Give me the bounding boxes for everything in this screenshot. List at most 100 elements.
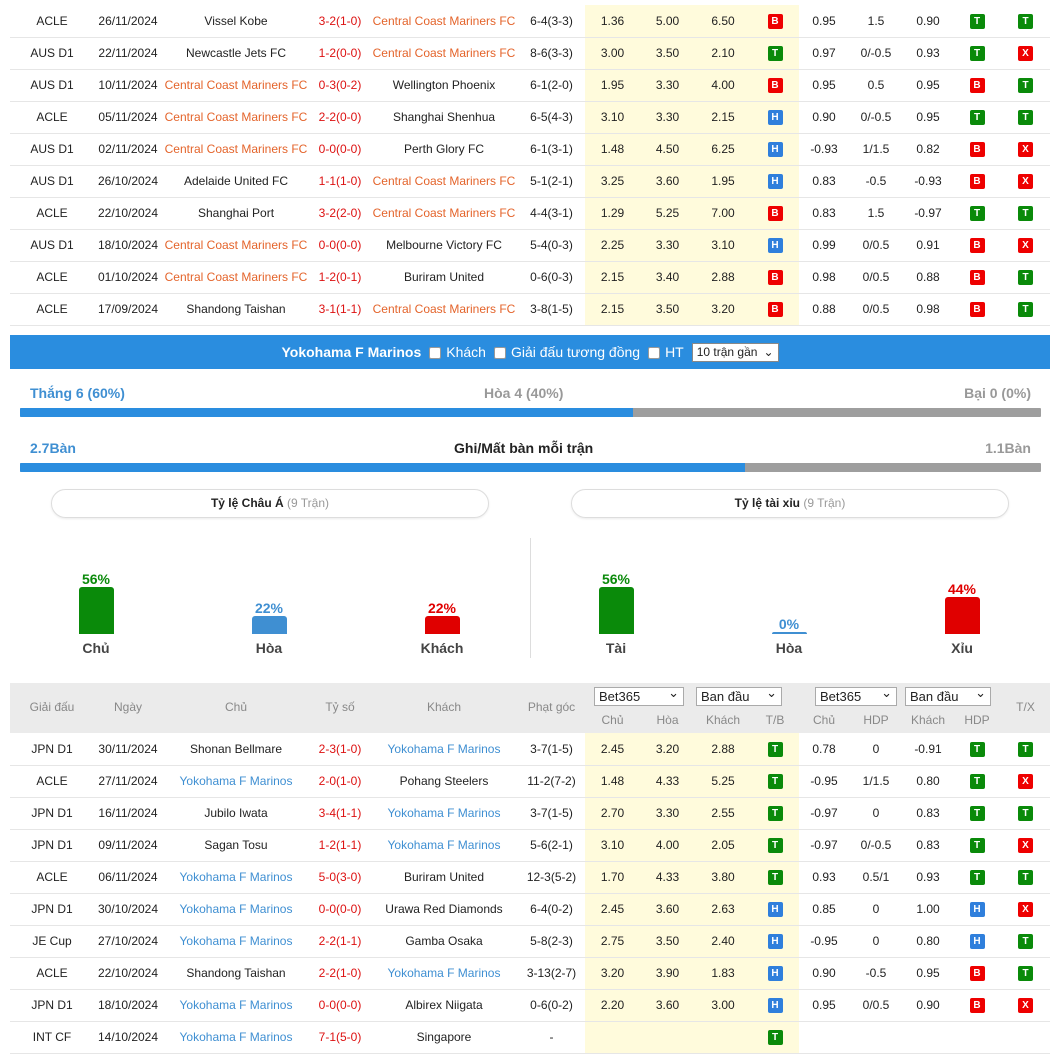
away-team-cell[interactable]: Melbourne Victory FC [370,229,518,262]
table-row[interactable]: ACLE 26/11/2024 Vissel Kobe 3-2(1-0) Central… [10,5,1050,38]
home-team-cell[interactable]: Jubilo Iwata [162,797,310,830]
home-team-cell[interactable]: Newcastle Jets FC [162,37,310,70]
score-cell: 2-2(0-0) [310,101,370,134]
result-badge: T [969,13,985,29]
date-cell: 22/11/2024 [94,37,162,70]
home-team-cell[interactable]: Yokohama F Marinos [162,989,310,1022]
table-row[interactable]: AUS D1 26/10/2024 Adelaide United FC 1-1(1-… [10,165,1050,198]
table-row[interactable]: JPN D1 16/11/2024 Jubilo Iwata 3-4(1-1) Yoko… [10,797,1050,830]
tb-result-cell: T [751,829,799,862]
away-team-cell[interactable]: Yokohama F Marinos [370,733,518,766]
odds-company-select[interactable]: Bet365 [594,684,684,706]
league-cell: JPN D1 [10,797,94,830]
home-team-cell[interactable]: Shonan Bellmare [162,733,310,766]
home-team-cell[interactable]: Yokohama F Marinos [162,861,310,894]
score-cell: 2-3(1-0) [310,733,370,766]
home-team-cell[interactable]: Adelaide United FC [162,165,310,198]
odds-type-select[interactable]: Ban đầu [696,684,782,706]
result-badge: T [1018,110,1033,125]
asian-stat-2: 22% Khách [397,600,487,656]
away-team-cell[interactable]: Central Coast Mariners FC [370,37,518,70]
asian-handicap-tab[interactable]: Tỷ lệ Châu Á (9 Trận) [51,489,489,518]
home-team-cell[interactable]: Sagan Tosu [162,829,310,862]
away-team-cell[interactable]: Urawa Red Diamonds [370,893,518,926]
handicap-type-select[interactable]: Ban đầu [905,684,991,706]
home-team-cell[interactable]: Yokohama F Marinos [162,1021,310,1054]
hdp-result-cell: B [953,133,1001,166]
home-team-cell[interactable]: Shanghai Port [162,197,310,230]
table-row[interactable]: INT CF 14/10/2024 Yokohama F Marinos 7-1(5-… [10,1021,1050,1054]
table-row[interactable]: ACLE 06/11/2024 Yokohama F Marinos 5-0(3-0)… [10,861,1050,894]
away-team-cell[interactable]: Yokohama F Marinos [370,957,518,990]
home-team-cell[interactable]: Central Coast Mariners FC [162,133,310,166]
home-team-cell[interactable]: Yokohama F Marinos [162,893,310,926]
result-badge: T [767,806,783,821]
away-team-cell[interactable]: Central Coast Mariners FC [370,165,518,198]
away-filter-checkbox[interactable]: Khách [429,344,486,360]
table-row[interactable]: JPN D1 30/11/2024 Shonan Bellmare 2-3(1-0) Y… [10,733,1050,766]
result-badge: T [1018,806,1033,821]
home-team-cell[interactable]: Yokohama F Marinos [162,925,310,958]
match-count-select[interactable]: 10 trận gần ⌄ [691,342,779,362]
table-row[interactable]: AUS D1 22/11/2024 Newcastle Jets FC 1-2(0-0… [10,37,1050,70]
table-row[interactable]: AUS D1 02/11/2024 Central Coast Mariners F… [10,133,1050,166]
same-league-checkbox[interactable]: Giải đấu tương đồng [493,344,640,360]
league-cell: INT CF [10,1021,94,1054]
table-row[interactable]: AUS D1 18/10/2024 Central Coast Mariners F… [10,229,1050,262]
away-team-cell[interactable]: Wellington Phoenix [370,69,518,102]
table-row[interactable]: ACLE 22/10/2024 Shandong Taishan 2-2(1-0) Yo… [10,957,1050,990]
away-team-cell[interactable]: Albirex Niigata [370,989,518,1022]
score-cell: 7-1(5-0) [310,1021,370,1054]
away-team-cell[interactable]: Yokohama F Marinos [370,829,518,862]
away-team-cell[interactable]: Central Coast Mariners FC [370,197,518,230]
odds-home-cell: 1.70 [585,861,640,894]
table-row[interactable]: ACLE 01/10/2024 Central Coast Mariners FC 1… [10,261,1050,294]
ah-away-cell: 0.83 [903,829,953,862]
away-team-cell[interactable]: Yokohama F Marinos [370,797,518,830]
ht-checkbox[interactable]: HT [648,344,684,360]
result-badge: X [1018,998,1033,1013]
table-row[interactable]: ACLE 27/11/2024 Yokohama F Marinos 2-0(1-0)… [10,765,1050,798]
date-cell: 18/10/2024 [94,229,162,262]
home-team-cell[interactable]: Vissel Kobe [162,5,310,38]
ah-home-cell: 0.99 [799,229,849,262]
table-row[interactable]: JPN D1 18/10/2024 Yokohama F Marinos 0-0(0-… [10,989,1050,1022]
handicap-company-select[interactable]: Bet365 [815,684,897,706]
away-team-cell[interactable]: Singapore [370,1021,518,1054]
home-team-cell[interactable]: Central Coast Mariners FC [162,69,310,102]
tb-result-cell: H [751,229,799,262]
league-cell: JPN D1 [10,989,94,1022]
away-team-cell[interactable]: Central Coast Mariners FC [370,5,518,38]
hdp-result-cell: B [953,229,1001,262]
table-row[interactable]: AUS D1 10/11/2024 Central Coast Mariners F… [10,69,1050,102]
date-cell: 30/11/2024 [94,733,162,766]
home-team-cell[interactable]: Shandong Taishan [162,293,310,326]
home-team-cell[interactable]: Shandong Taishan [162,957,310,990]
home-team-cell[interactable]: Central Coast Mariners FC [162,101,310,134]
col-odds-away: Khách [705,713,741,727]
ou-result-cell: X [1001,765,1050,798]
home-team-cell[interactable]: Central Coast Mariners FC [162,229,310,262]
table-row[interactable]: ACLE 17/09/2024 Shandong Taishan 3-1(1-1) Ce… [10,293,1050,326]
table-row[interactable]: ACLE 05/11/2024 Central Coast Mariners FC 2… [10,101,1050,134]
away-team-cell[interactable]: Buriram United [370,261,518,294]
ou-result-cell: T [1001,101,1050,134]
away-team-cell[interactable]: Perth Glory FC [370,133,518,166]
table-row[interactable]: JPN D1 09/11/2024 Sagan Tosu 1-2(1-1) Yokoha… [10,829,1050,862]
hdp-result-cell: B [953,293,1001,326]
away-team-cell[interactable]: Central Coast Mariners FC [370,293,518,326]
result-badge: T [1018,13,1033,29]
home-team-cell[interactable]: Yokohama F Marinos [162,765,310,798]
away-team-cell[interactable]: Gamba Osaka [370,925,518,958]
away-team-cell[interactable]: Shanghai Shenhua [370,101,518,134]
table-row[interactable]: ACLE 22/10/2024 Shanghai Port 3-2(2-0) Centr… [10,197,1050,230]
table-row[interactable]: JE Cup 27/10/2024 Yokohama F Marinos 2-2(1-… [10,925,1050,958]
over-under-tab[interactable]: Tỷ lệ tài xỉu (9 Trận) [571,489,1009,518]
away-team-cell[interactable]: Buriram United [370,861,518,894]
hdp-cell: 0/0.5 [849,293,903,326]
away-team-cell[interactable]: Pohang Steelers [370,765,518,798]
home-team-cell[interactable]: Central Coast Mariners FC [162,261,310,294]
table-row[interactable]: JPN D1 30/10/2024 Yokohama F Marinos 0-0(0-… [10,893,1050,926]
hdp-cell: 1.5 [849,197,903,230]
corner-cell: 12-3(5-2) [518,861,585,894]
